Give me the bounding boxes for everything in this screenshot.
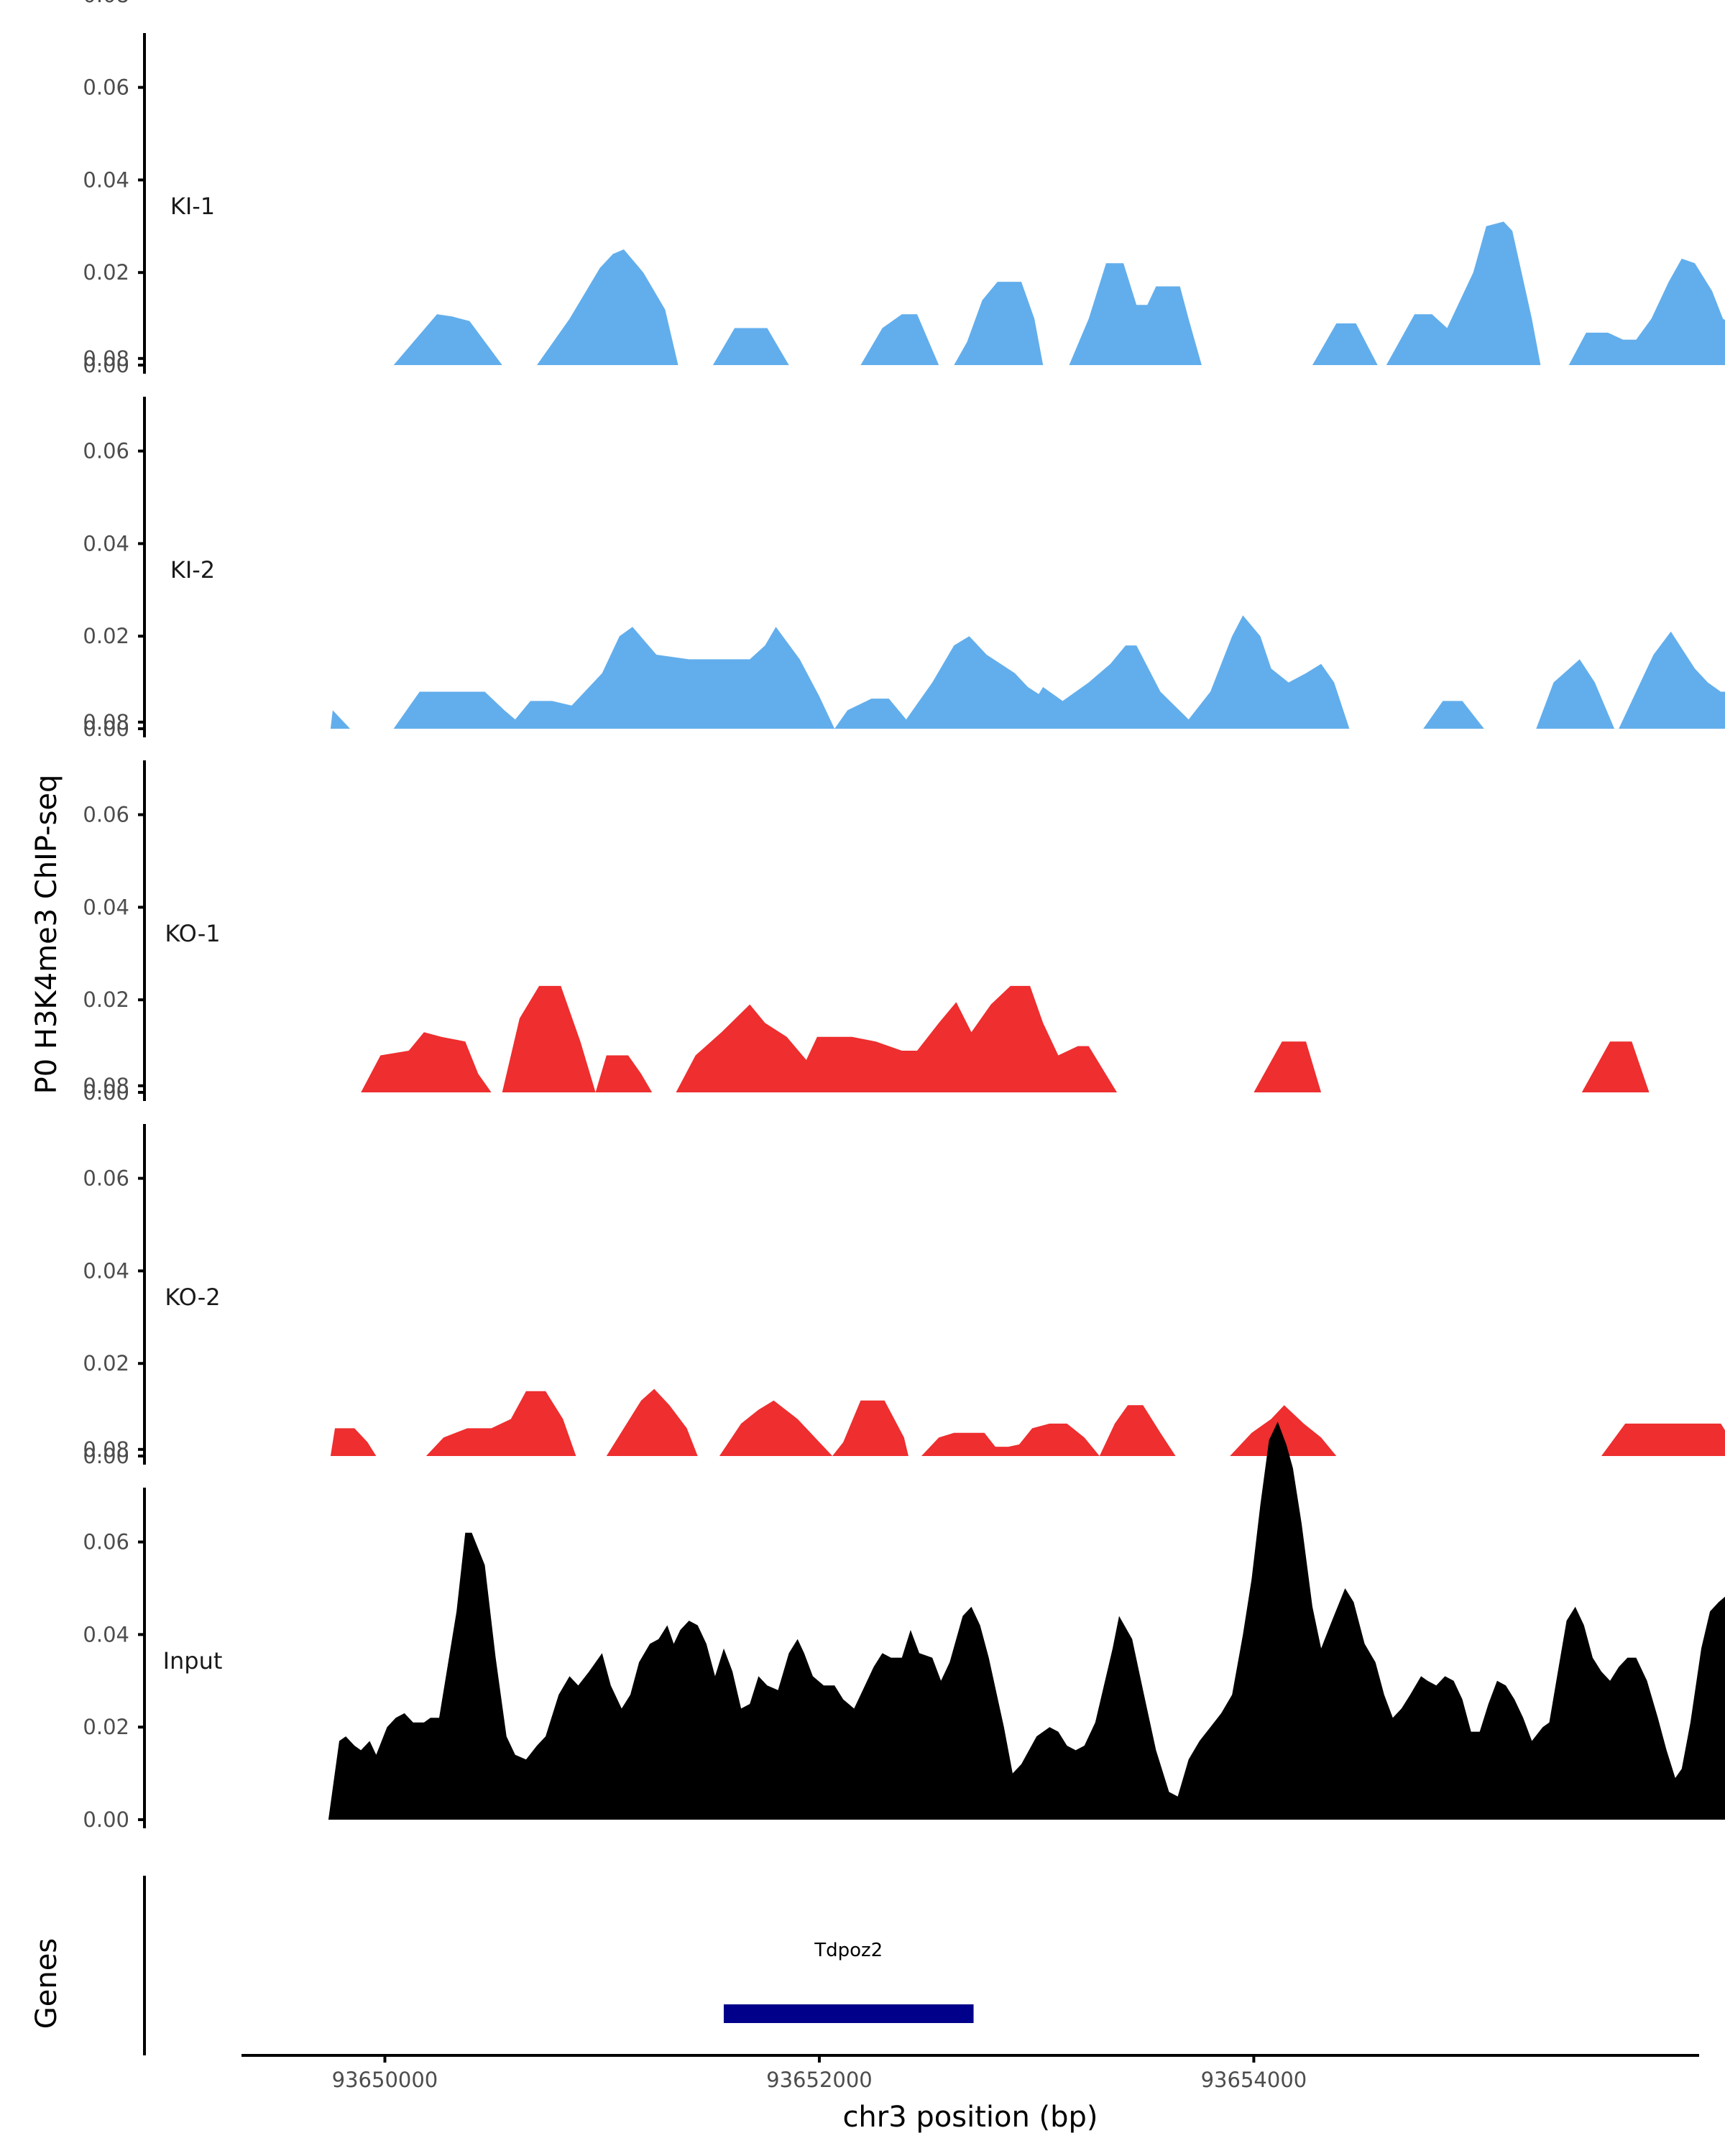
signal-area — [1536, 659, 1615, 729]
y-tick-label: 0.06 — [83, 75, 129, 100]
y-tick-label: 0.02 — [83, 1351, 129, 1376]
signal-area — [832, 1400, 908, 1456]
signal-area — [502, 985, 653, 1092]
signal-area — [921, 1423, 1100, 1456]
y-tick-label: 0.08 — [83, 1437, 129, 1462]
signal-area — [954, 282, 1044, 365]
signal-area — [1568, 258, 1725, 365]
y-tick-label: 0.02 — [83, 1715, 129, 1739]
x-tick-label: 93654000 — [1201, 2068, 1307, 2092]
y-tick-label: 0.06 — [83, 803, 129, 827]
y-tick-label: 0.08 — [83, 710, 129, 734]
gene-bar — [723, 2004, 974, 2023]
y-tick-label: 0.04 — [83, 1622, 129, 1646]
y-tick-label: 0.00 — [83, 353, 129, 377]
signal-area — [1619, 631, 1725, 729]
signal-area — [1581, 1041, 1650, 1092]
y-tick-label: 0.06 — [83, 1530, 129, 1554]
signal-area — [330, 1428, 377, 1456]
signal-area — [860, 314, 939, 365]
signal-area — [537, 249, 678, 365]
signal-area — [719, 1400, 833, 1456]
signal-area — [1254, 1041, 1322, 1092]
signal-area — [1386, 221, 1541, 365]
signal-area — [712, 328, 789, 365]
signal-area — [361, 1032, 492, 1092]
x-axis: 93650000 93652000 93654000 — [242, 2054, 1699, 2092]
y-tick-label: 0.02 — [83, 260, 129, 285]
y-tick-label: 0.02 — [83, 624, 129, 648]
y-tick-label: 0.00 — [83, 1080, 129, 1105]
track-ko-1: 0.00 0.02 0.04 0.06 0.08 KO-1 — [83, 710, 1650, 1105]
y-tick-label: 0.02 — [83, 987, 129, 1012]
signal-area — [1312, 323, 1378, 365]
x-tick-label: 93652000 — [766, 2068, 873, 2092]
signal-area — [834, 615, 1350, 729]
y-axis-title: P0 H3K4me3 ChIP-seq — [30, 775, 63, 1095]
gene-label: Tdpoz2 — [814, 1940, 883, 1961]
genes-panel: Tdpoz2 — [143, 1876, 974, 2055]
y-tick-label: 0.08 — [83, 0, 129, 7]
y-tick-label: 0.08 — [83, 346, 129, 371]
y-tick-label: 0.04 — [83, 167, 129, 192]
track-ki-2: 0.00 0.02 0.04 0.06 0.08 KI-2 — [83, 346, 1725, 741]
track-label: Input — [163, 1647, 223, 1674]
track-ki-1: 0.00 0.02 0.04 0.06 0.08 KI-1 — [83, 0, 1725, 377]
signal-area — [393, 627, 835, 729]
signal-area — [393, 314, 502, 365]
y-tick-label: 0.04 — [83, 1258, 129, 1283]
y-tick-label: 0.04 — [83, 531, 129, 556]
y-tick-label: 0.00 — [83, 1807, 129, 1832]
signal-area — [328, 1422, 1725, 1820]
genes-axis-title: Genes — [30, 1938, 63, 2029]
signal-area — [426, 1391, 576, 1456]
x-axis-title: chr3 position (bp) — [842, 2101, 1098, 2134]
y-tick-label: 0.00 — [83, 717, 129, 741]
track-label: KI-2 — [170, 556, 215, 584]
signal-area — [676, 985, 1117, 1092]
y-tick-label: 0.00 — [83, 1444, 129, 1468]
track-label: KO-2 — [165, 1284, 220, 1311]
y-tick-label: 0.08 — [83, 1074, 129, 1098]
signal-area — [1069, 263, 1202, 365]
signal-area — [1601, 1423, 1725, 1456]
y-tick-label: 0.06 — [83, 439, 129, 464]
track-label: KO-1 — [165, 920, 220, 947]
track-ko-2: 0.00 0.02 0.04 0.06 0.08 KO-2 — [83, 1074, 1725, 1468]
signal-area — [1423, 701, 1484, 729]
track-input: 0.00 0.02 0.04 0.06 0.08 Input — [83, 1422, 1725, 1832]
y-tick-label: 0.06 — [83, 1166, 129, 1191]
signal-area — [1099, 1405, 1176, 1456]
y-tick-label: 0.04 — [83, 895, 129, 919]
x-tick-label: 93650000 — [332, 2068, 438, 2092]
track-label: KI-1 — [170, 193, 215, 220]
signal-area — [606, 1388, 698, 1456]
signal-area — [1230, 1405, 1337, 1456]
signal-tracks: 0.00 0.02 0.04 0.06 0.08 KI-1 0.00 0.02 0.04 0.06… — [83, 0, 1725, 1832]
signal-area — [330, 710, 351, 729]
